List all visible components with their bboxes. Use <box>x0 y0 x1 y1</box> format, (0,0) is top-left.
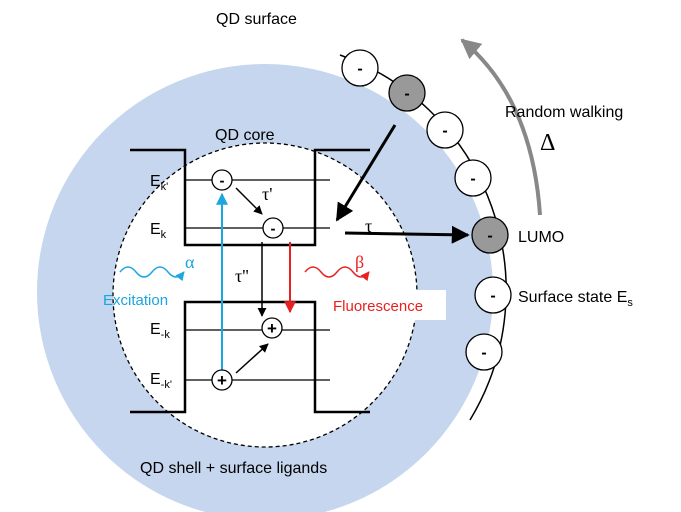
charge-sign: - <box>490 288 495 305</box>
tau: τ <box>365 216 372 236</box>
tau-arrow <box>345 233 468 235</box>
shell-label: QD shell + surface ligands <box>140 460 327 477</box>
surface-state-label: Surface state Es <box>518 289 633 309</box>
charge-sign: - <box>357 61 362 78</box>
delta: Δ <box>540 130 555 156</box>
diagram: QD surface Random walking Δ QD core QD s… <box>0 0 681 512</box>
surface-state-sub: s <box>627 297 633 309</box>
charge-sign: - <box>271 220 276 237</box>
level-base: E <box>150 221 161 238</box>
walk-label: Random walking <box>505 104 623 121</box>
surface-state-text: Surface state E <box>518 289 627 306</box>
level-base: E <box>150 371 161 388</box>
tau-double: τ'' <box>235 266 249 286</box>
alpha: α <box>185 252 195 272</box>
level-sub: -k' <box>161 379 172 391</box>
charge-sign: - <box>442 123 447 140</box>
level-base: E <box>150 321 161 338</box>
charge-sign: - <box>470 171 475 188</box>
level-sub: -k <box>161 329 171 341</box>
charge-sign: + <box>267 319 277 338</box>
core-label: QD core <box>215 127 275 144</box>
excitation-label: Excitation <box>103 292 168 309</box>
lumo-label: LUMO <box>518 229 564 246</box>
surface-label: QD surface <box>216 11 297 28</box>
level-base: E <box>150 173 161 190</box>
charge-sign: - <box>220 172 225 189</box>
fluorescence-label: Fluorescence <box>333 298 423 315</box>
level-sub: k' <box>161 181 169 193</box>
level-sub: k <box>161 229 167 241</box>
charge-sign: - <box>481 345 486 362</box>
charge-sign: - <box>487 228 492 245</box>
beta: β <box>355 252 364 272</box>
tau-prime: τ' <box>262 184 272 204</box>
charge-sign: - <box>404 86 409 103</box>
charge-sign: + <box>217 371 227 390</box>
